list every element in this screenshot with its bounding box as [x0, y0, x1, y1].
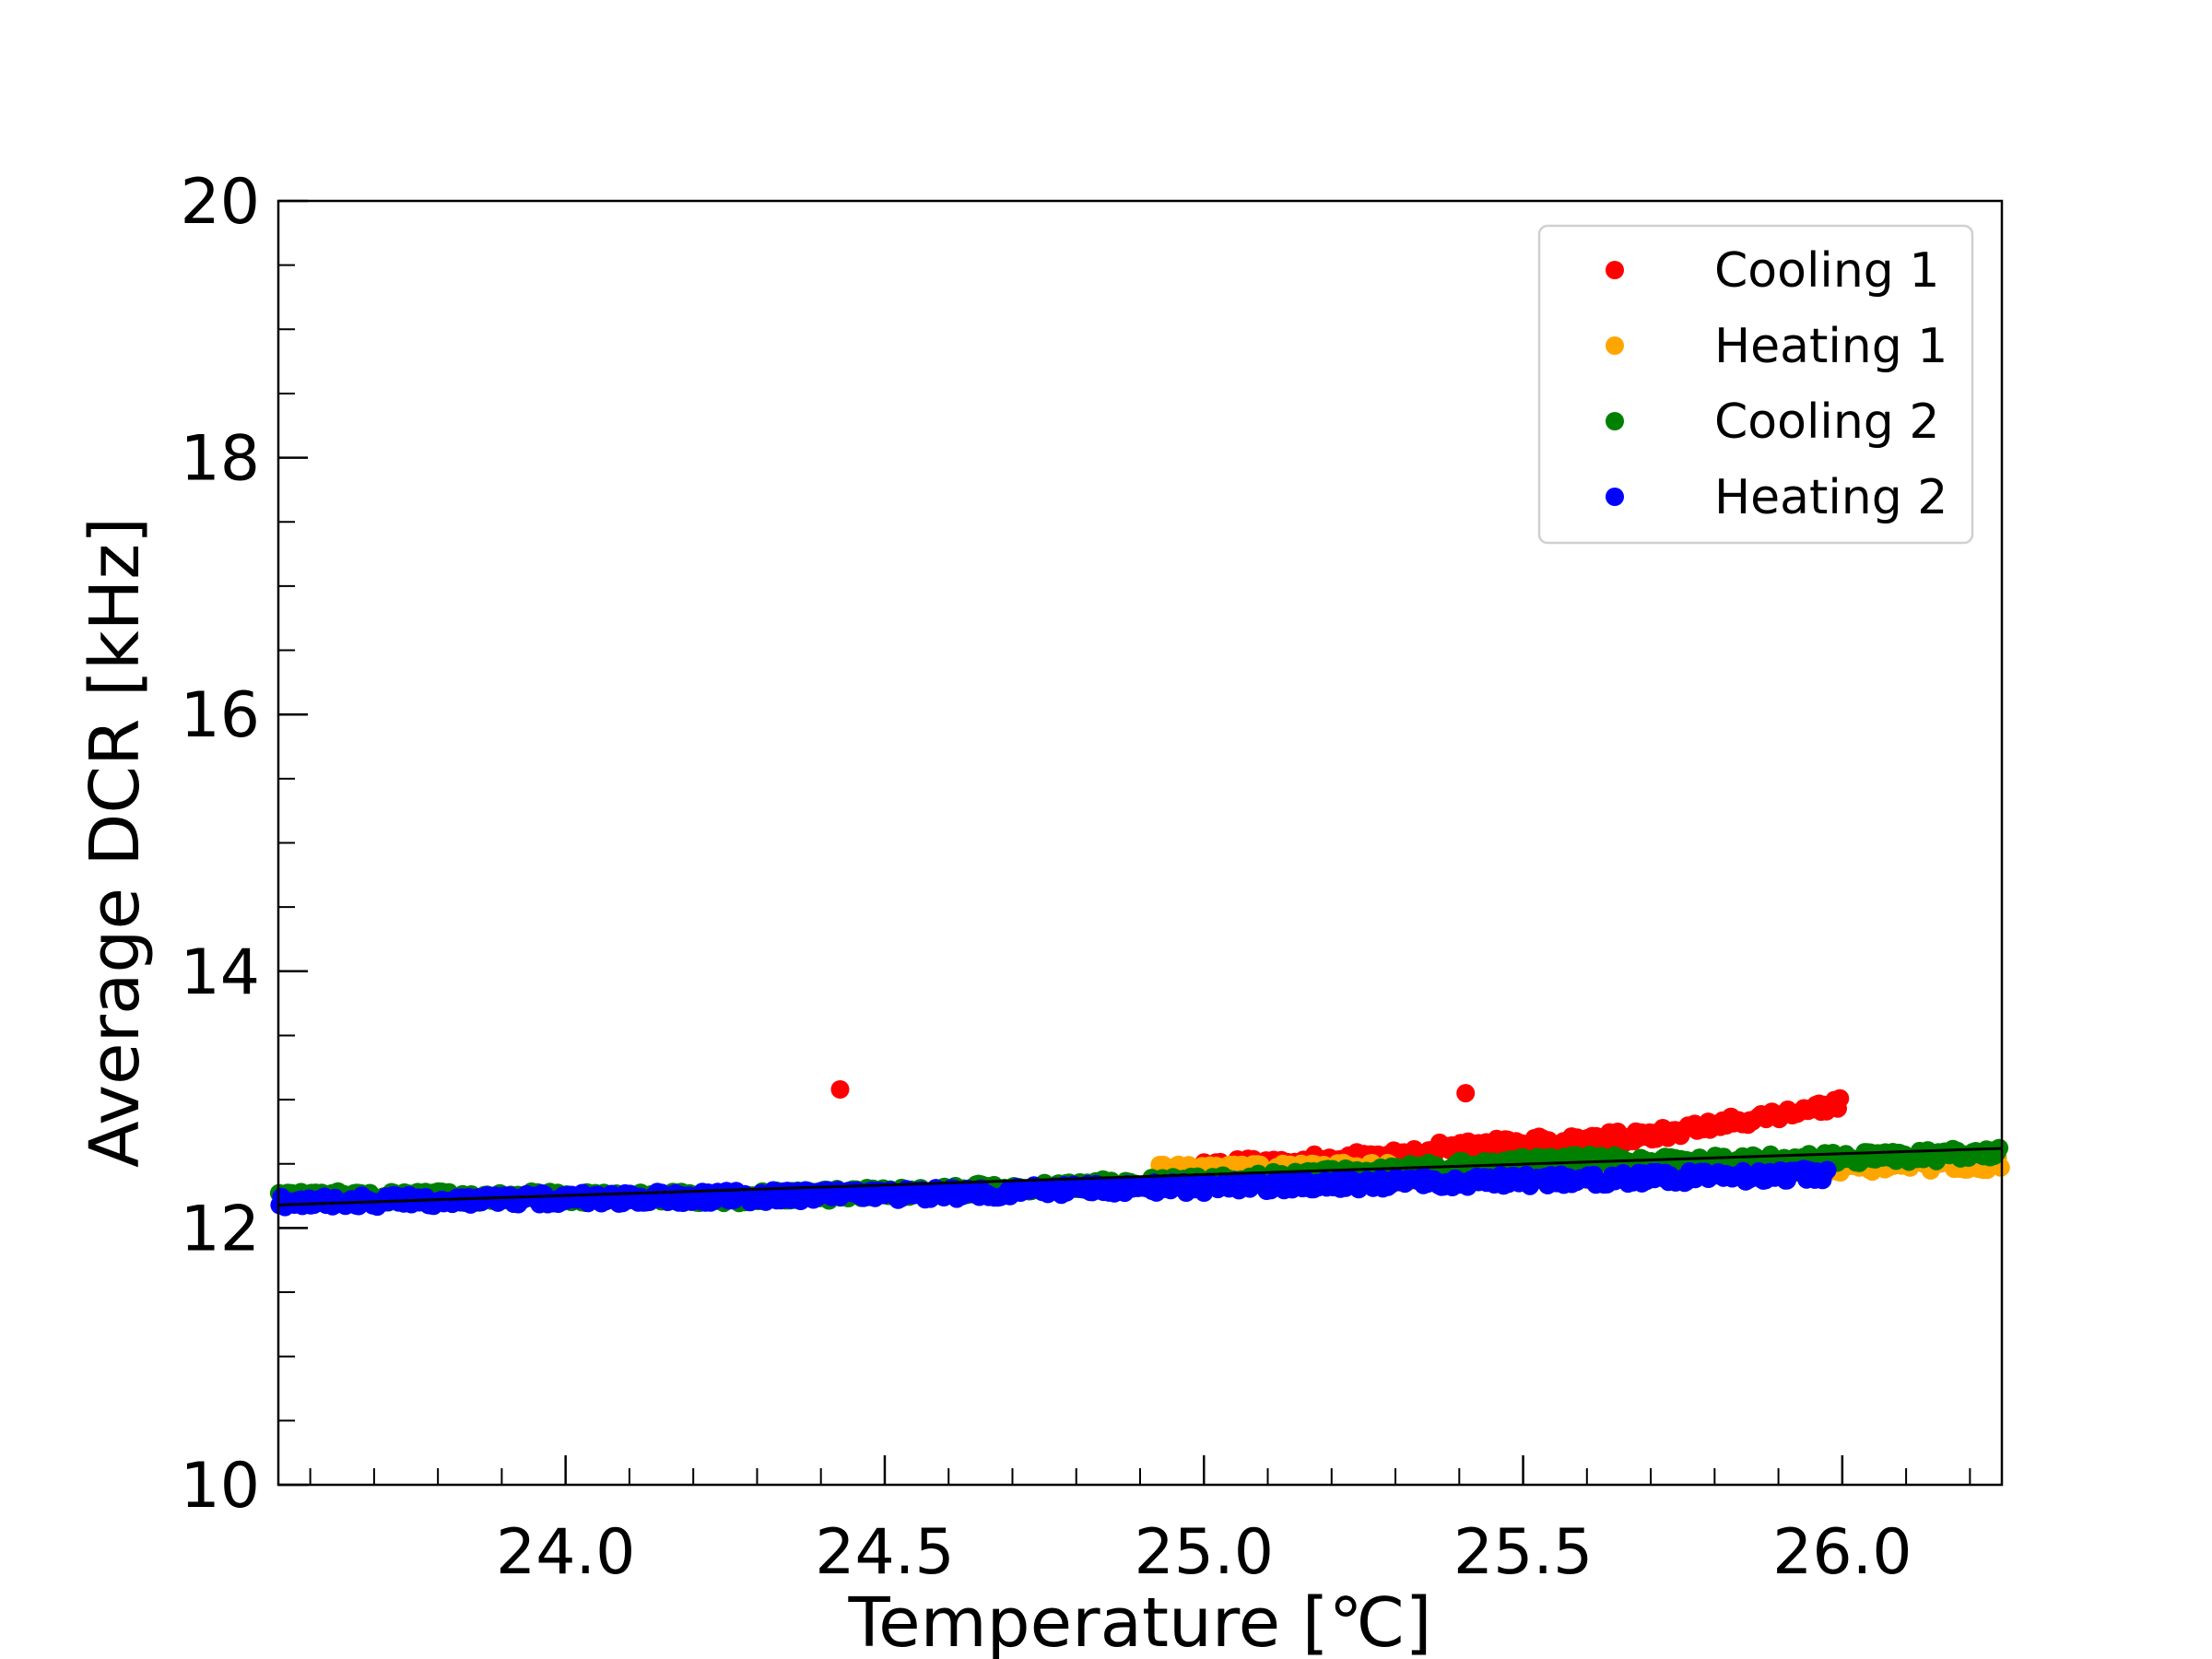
x-tick-label: 24.0: [496, 1516, 635, 1589]
ticks-layer: 24.0 24.5 25.0 25.5 26.0 10 12 14 16 18 20: [180, 166, 1971, 1589]
legend: Cooling 1 Heating 1 Cooling 2 Heating 2: [1537, 224, 1974, 545]
y-tick-label: 16: [180, 679, 260, 752]
x-tick-label: 24.5: [815, 1516, 954, 1589]
legend-marker-cooling-2: [1606, 412, 1624, 430]
y-tick-label: 12: [180, 1193, 260, 1265]
data-point: [1818, 1160, 1837, 1180]
legend-frame: [1537, 224, 1974, 545]
legend-label-cooling-1: Cooling 1: [1714, 243, 1939, 299]
legend-marker-heating-1: [1606, 336, 1624, 355]
legend-label-heating-2: Heating 2: [1714, 470, 1947, 525]
outlier-point: [1456, 1084, 1476, 1103]
y-tick-label: 10: [180, 1450, 260, 1523]
outlier-point: [830, 1080, 850, 1099]
points-layer: [269, 1080, 2010, 1217]
legend-label-cooling-2: Cooling 2: [1714, 394, 1939, 450]
x-tick-label: 25.0: [1135, 1516, 1274, 1589]
x-axis-label: Temperature [℃]: [847, 1583, 1431, 1659]
legend-marker-heating-2: [1606, 488, 1624, 506]
legend-marker-cooling-1: [1606, 261, 1624, 279]
y-tick-label: 14: [180, 936, 260, 1009]
legend-label-heating-1: Heating 1: [1714, 319, 1947, 374]
series-heating-2: [270, 1159, 1837, 1217]
fit-layer: [277, 1147, 2003, 1206]
x-tick-label: 26.0: [1772, 1516, 1912, 1589]
x-tick-label: 25.5: [1453, 1516, 1593, 1589]
y-tick-label: 18: [180, 423, 260, 496]
legend-entries: Cooling 1 Heating 1 Cooling 2 Heating 2: [1606, 243, 1947, 525]
fit-line: [277, 1147, 2003, 1206]
y-tick-label: 20: [180, 166, 260, 239]
data-point: [1830, 1088, 1850, 1108]
y-axis-label: Average DCR [kHz]: [76, 517, 155, 1168]
